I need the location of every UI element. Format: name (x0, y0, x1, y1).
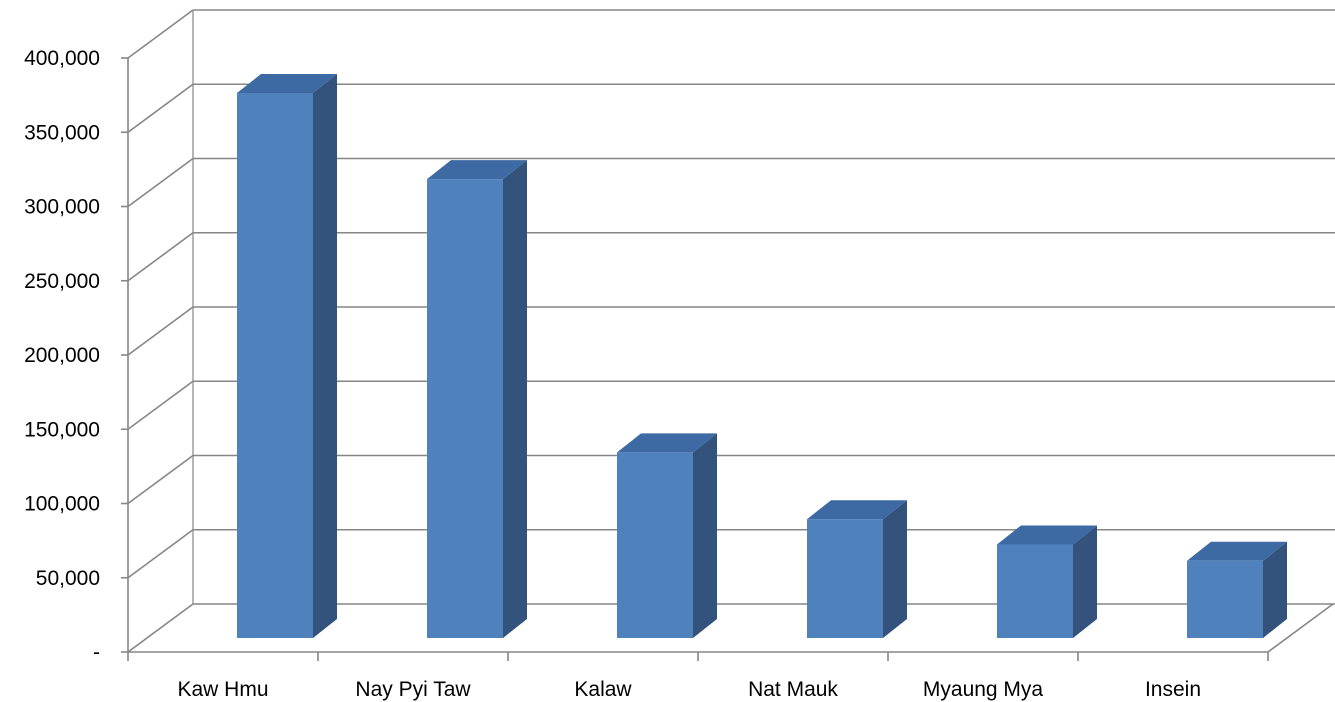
bar (427, 160, 527, 638)
x-tick-label: Kaw Hmu (177, 678, 268, 701)
y-tick-label: 300,000 (24, 196, 100, 219)
gridlines-layer (127, 9, 1335, 653)
bar (807, 500, 907, 638)
bar (1187, 541, 1287, 638)
bar-front-face (617, 452, 693, 638)
bar-top-face (997, 525, 1097, 545)
bar-side-face (1263, 541, 1287, 638)
gridline-diagonal (127, 9, 194, 59)
bar-side-face (503, 160, 527, 638)
bar (237, 74, 337, 638)
bar-top-face (1187, 541, 1287, 561)
bar-front-face (997, 544, 1073, 638)
gridline-diagonal (127, 380, 194, 430)
bar-side-face (693, 433, 717, 638)
y-tick-label: 200,000 (24, 344, 100, 367)
labels-layer: - 50,000 100,000 150,000 200,000 250,000 300,0… (24, 47, 1201, 701)
bar-front-face (807, 519, 883, 638)
y-tick-label: 50,000 (36, 567, 100, 590)
y-tick-label: 350,000 (24, 121, 100, 144)
gridline-diagonal (127, 529, 194, 579)
bar-side-face (883, 500, 907, 638)
gridline-diagonal (127, 83, 194, 133)
bar (997, 525, 1097, 638)
bar-front-face (427, 179, 503, 638)
y-tick-label: 100,000 (24, 493, 100, 516)
y-tick-label: 250,000 (24, 270, 100, 293)
gridline-diagonal (127, 603, 194, 653)
gridline-diagonal (127, 157, 194, 208)
x-tick-label: Insein (1145, 678, 1201, 701)
bars-layer (237, 74, 1287, 638)
axes-layer (121, 10, 1334, 661)
bar-side-face (313, 74, 337, 638)
gridline-diagonal (127, 454, 194, 505)
gridline-diagonal (127, 232, 194, 282)
y-tick-label: 150,000 (24, 418, 100, 441)
x-tick-label: Kalaw (574, 678, 632, 701)
x-tick-label: Nay Pyi Taw (355, 678, 471, 701)
gridline-diagonal (127, 306, 194, 356)
y-tick-label: 400,000 (24, 47, 100, 70)
bar-top-face (427, 160, 527, 180)
bar-top-face (617, 433, 717, 453)
x-tick-label: Nat Mauk (748, 678, 838, 701)
y-tick-label: - (93, 641, 100, 664)
bar (617, 433, 717, 638)
floor-right-edge (1267, 603, 1334, 653)
bar-front-face (1187, 560, 1263, 638)
x-tick-label: Myaung Mya (923, 678, 1044, 701)
bar-front-face (237, 93, 313, 638)
bar-top-face (237, 74, 337, 94)
bar-top-face (807, 500, 907, 520)
bar-side-face (1073, 525, 1097, 638)
